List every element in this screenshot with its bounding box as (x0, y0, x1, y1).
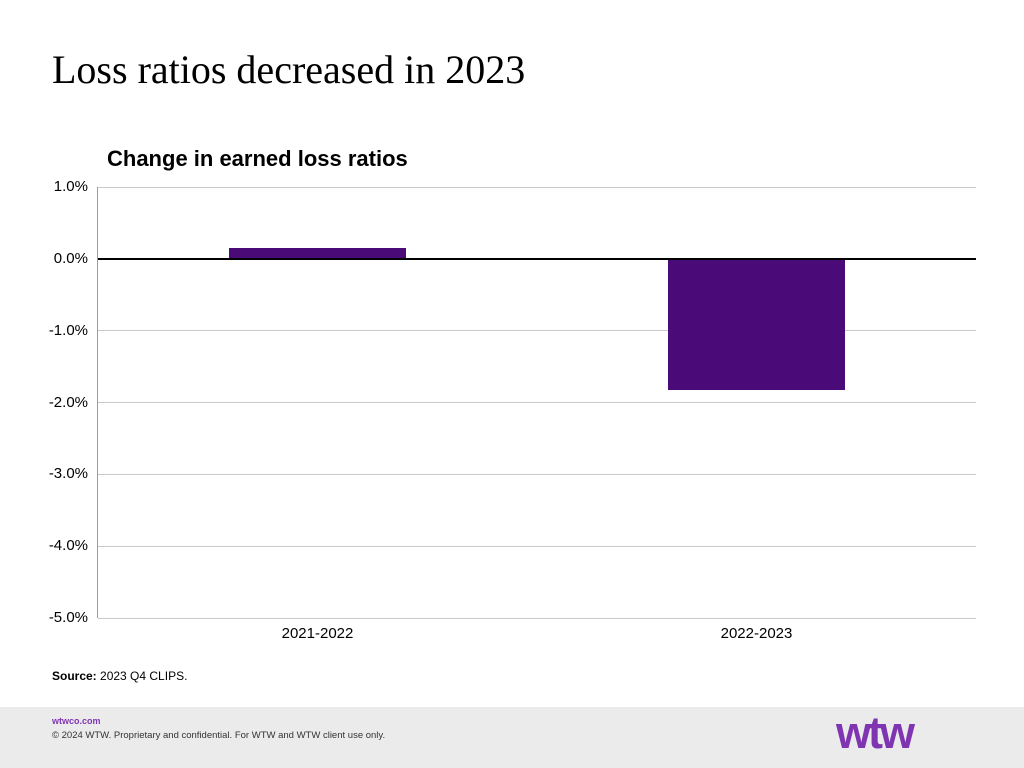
source-text: 2023 Q4 CLIPS. (96, 669, 188, 683)
gridline (98, 545, 976, 547)
gridline (98, 330, 976, 332)
gridline (98, 617, 976, 619)
source-label: Source: (52, 669, 97, 683)
x-tick-label: 2021-2022 (281, 625, 354, 642)
y-tick-label: -4.0% (48, 537, 88, 555)
plot-area: 2021-2022 2022-2023 (97, 186, 976, 642)
bar-2022-2023 (668, 258, 845, 391)
gridline (98, 402, 976, 403)
y-tick-label: -1.0% (48, 321, 88, 339)
x-tick-label: 2022-2023 (720, 625, 793, 642)
gridline (98, 473, 976, 475)
y-tick-label: 0.0% (53, 249, 88, 267)
y-tick-label: 1.0% (53, 178, 88, 195)
copyright-text: © 2024 WTW. Proprietary and confidential… (52, 730, 386, 741)
zero-line (98, 257, 976, 260)
y-axis-labels: 1.0% 0.0% -1.0% -2.0% -3.0% -4.0% -5.0% (20, 178, 88, 626)
source-note: Source: 2023 Q4 CLIPS. (52, 669, 187, 683)
y-tick-label: -2.0% (48, 393, 88, 411)
y-tick-label: -5.0% (48, 609, 88, 626)
wtw-logo: wtw (836, 707, 915, 758)
website-link[interactable]: wtwco.com (52, 716, 101, 726)
footer: wtwco.com © 2024 WTW. Proprietary and co… (0, 707, 1024, 768)
page-title: Loss ratios decreased in 2023 (52, 47, 526, 92)
gridline (98, 186, 976, 188)
y-tick-label: -3.0% (48, 465, 88, 483)
chart-title: Change in earned loss ratios (107, 146, 408, 171)
bar-2021-2022 (229, 248, 406, 259)
